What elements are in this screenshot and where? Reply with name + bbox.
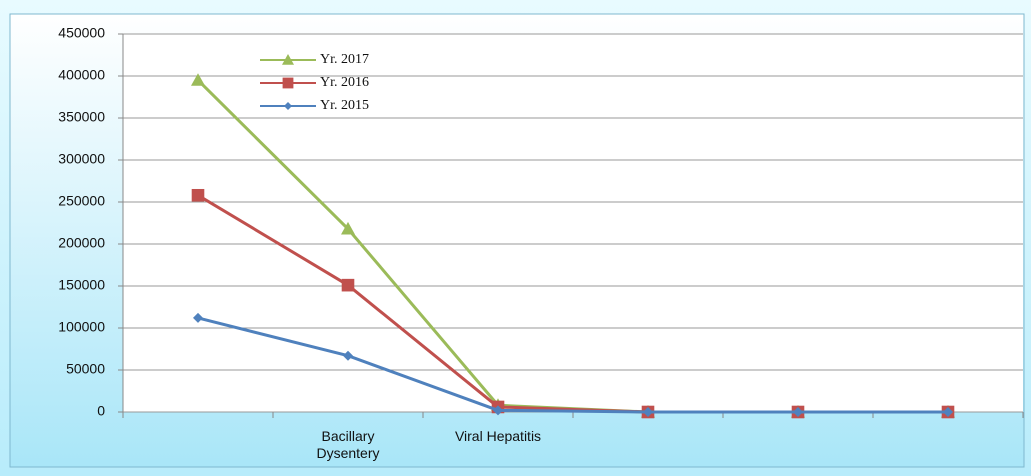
y-tick-label: 350000: [58, 109, 105, 125]
marker: [943, 407, 953, 417]
y-tick-label: 100000: [58, 319, 105, 335]
y-tick-label: 200000: [58, 235, 105, 251]
series-line: [197, 316, 948, 414]
legend-label: Yr. 2015: [320, 98, 369, 113]
marker: [793, 407, 803, 417]
y-tick-label: 150000: [58, 277, 105, 293]
plot-area: [123, 34, 1023, 412]
marker: [191, 188, 205, 202]
x-tick-label: Viral Hepatitis: [454, 428, 542, 444]
marker: [493, 405, 503, 416]
legend-label: Yr. 2016: [320, 75, 369, 90]
y-tick-label: 250000: [58, 193, 105, 209]
y-tick-label: 450000: [58, 25, 105, 41]
y-tick-label: 0: [97, 403, 105, 419]
y-tick-label: 50000: [66, 361, 105, 377]
x-tick-label: Bacillary Dysentery: [316, 428, 380, 461]
marker: [282, 77, 294, 89]
marker: [284, 102, 292, 110]
marker: [341, 221, 355, 235]
legend-label: Yr. 2017: [320, 52, 369, 67]
y-tick-label: 400000: [58, 67, 105, 83]
marker: [191, 73, 205, 86]
marker: [643, 407, 653, 417]
y-tick-label: 300000: [58, 151, 105, 167]
marker: [343, 350, 353, 361]
marker: [193, 312, 203, 323]
marker: [341, 278, 355, 292]
marker: [282, 54, 294, 65]
